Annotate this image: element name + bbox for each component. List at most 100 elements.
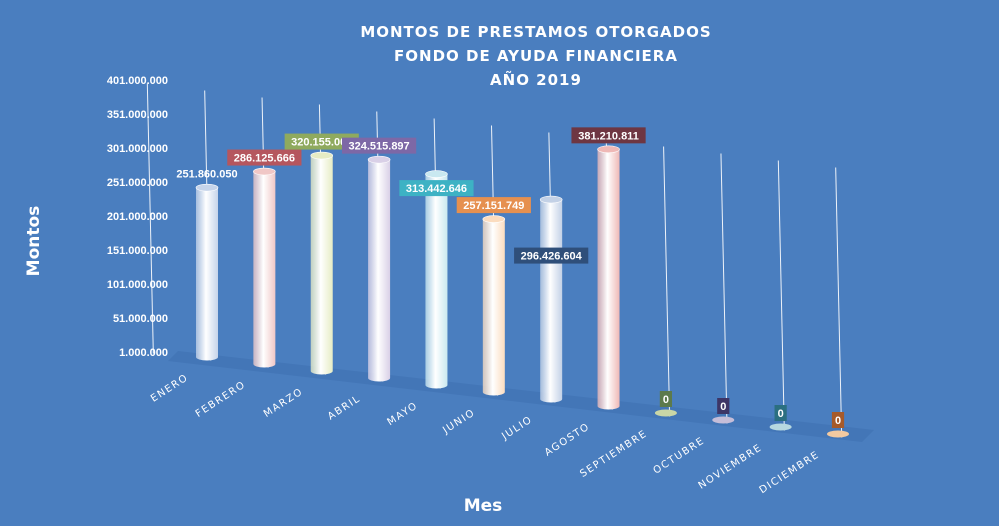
data-label-text: 313.442.646 — [406, 183, 467, 195]
gridline-vertical — [777, 160, 785, 431]
bar-top — [367, 155, 391, 164]
bar-top — [597, 145, 620, 154]
bar-body — [310, 155, 333, 375]
bar-noviembre — [769, 423, 792, 431]
x-tick-label: OCTUBRE — [651, 435, 706, 476]
bar-enero — [195, 183, 219, 361]
x-tick-label: JULIO — [499, 414, 534, 442]
bars — [195, 145, 849, 438]
data-label-box — [456, 197, 531, 214]
data-label-text: 381.210.811 — [578, 130, 639, 142]
bar-disk — [654, 409, 677, 417]
bar-top — [539, 195, 563, 204]
bar-marzo — [310, 151, 334, 375]
y-tick-label: 151.000.000 — [107, 245, 168, 257]
bar-top — [195, 183, 219, 192]
chart-title-line-2: FONDO DE AYUDA FINANCIERA — [394, 47, 678, 65]
bar-disk — [827, 430, 849, 438]
x-tick-label: JUNIO — [440, 407, 477, 436]
x-tick-label: MAYO — [385, 400, 420, 428]
gridline-vertical — [146, 83, 154, 354]
data-label: 0 — [831, 412, 845, 428]
y-tick-label: 351.000.000 — [107, 109, 168, 121]
data-label-text: 320.155.000 — [291, 137, 352, 149]
y-tick-label: 101.000.000 — [107, 279, 168, 291]
data-label-box — [571, 127, 646, 144]
data-label-box — [717, 398, 730, 414]
data-label-box — [831, 412, 845, 428]
x-tick-label: DICIEMBRE — [758, 449, 822, 496]
y-tick-label: 51.000.000 — [113, 313, 168, 325]
data-label: 0 — [717, 398, 730, 414]
data-labels: 251.860.050 286.125.666 320.155.000324.515… — [176, 127, 845, 428]
bar-top — [310, 151, 334, 160]
bar-body — [597, 149, 620, 410]
data-label-box — [659, 391, 673, 407]
data-label-text: 0 — [720, 401, 726, 413]
x-tick-label: AGOSTO — [543, 421, 592, 458]
data-label-box — [399, 180, 474, 197]
bar-septiembre — [654, 409, 677, 417]
bar-body — [482, 219, 505, 396]
data-label-text: 0 — [778, 408, 784, 420]
data-label-box — [774, 405, 787, 421]
data-label-text: 251.860.050 — [176, 169, 237, 181]
x-tick-label: ABRIL — [326, 393, 363, 422]
bar-abril — [367, 155, 391, 382]
data-label: 381.210.811 — [571, 127, 646, 144]
data-label: 324.515.897 — [341, 137, 417, 154]
data-label: 313.442.646 — [399, 180, 474, 197]
chart-title-line-3: AÑO 2019 — [490, 70, 582, 89]
data-label-box — [227, 149, 302, 166]
gridline-vertical — [720, 153, 728, 424]
x-tick-label: FEBRERO — [194, 379, 248, 420]
data-label-text: 257.151.749 — [463, 200, 524, 212]
bar-body — [253, 171, 276, 368]
data-label: 0 — [659, 391, 673, 407]
bar-body — [425, 174, 448, 389]
y-tick-label: 251.000.000 — [107, 177, 168, 189]
x-tick-label: NOVIEMBRE — [697, 442, 765, 491]
data-label-box — [341, 137, 417, 154]
floor-plane — [168, 351, 874, 442]
data-label-text: 286.125.666 — [234, 153, 295, 165]
data-label: 296.426.604 — [514, 247, 589, 264]
bar-diciembre — [827, 430, 849, 438]
bar-disk — [769, 423, 792, 431]
y-tick-label: 301.000.000 — [107, 143, 168, 155]
data-label: 257.151.749 — [456, 197, 531, 214]
bar-mayo — [425, 170, 448, 389]
x-tick-label: SEPTIEMBRE — [578, 428, 649, 480]
bar-top — [253, 167, 276, 176]
bar-octubre — [712, 416, 735, 424]
chart-title-line-1: MONTOS DE PRESTAMOS OTORGADOS — [360, 23, 711, 41]
bar-julio — [539, 195, 563, 403]
y-tick-label: 1.000.000 — [119, 347, 168, 359]
bar-top — [482, 215, 506, 223]
x-tick-label: MARZO — [262, 386, 305, 420]
data-label-text: 0 — [663, 394, 669, 406]
data-label: 251.860.050 — [176, 169, 237, 181]
chart-title: MONTOS DE PRESTAMOS OTORGADOS FONDO DE A… — [360, 23, 711, 89]
x-axis-title: Mes — [464, 496, 503, 516]
data-label-text: 0 — [835, 415, 841, 427]
bar-body — [196, 187, 218, 361]
y-tick-label: 201.000.000 — [107, 211, 168, 223]
y-axis-ticks: 1.000.000 51.000.000 101.000.000 151.000.00… — [107, 75, 168, 359]
y-axis-title: Montos — [24, 206, 44, 277]
bar-body — [540, 199, 563, 403]
x-tick-label: ENERO — [149, 372, 191, 404]
gridline-vertical — [835, 167, 843, 438]
data-label: 0 — [774, 405, 787, 421]
data-label-text: 324.515.897 — [349, 141, 410, 153]
data-label: 286.125.666 — [227, 149, 302, 166]
bar-body — [368, 159, 391, 382]
y-tick-label: 401.000.000 — [107, 75, 168, 87]
bar-agosto — [597, 145, 620, 410]
gridline-vertical — [663, 146, 671, 417]
data-label-box — [514, 247, 589, 264]
data-label-text: 296.426.604 — [521, 251, 583, 263]
bar-febrero — [253, 167, 276, 368]
data-label-box — [284, 133, 359, 150]
